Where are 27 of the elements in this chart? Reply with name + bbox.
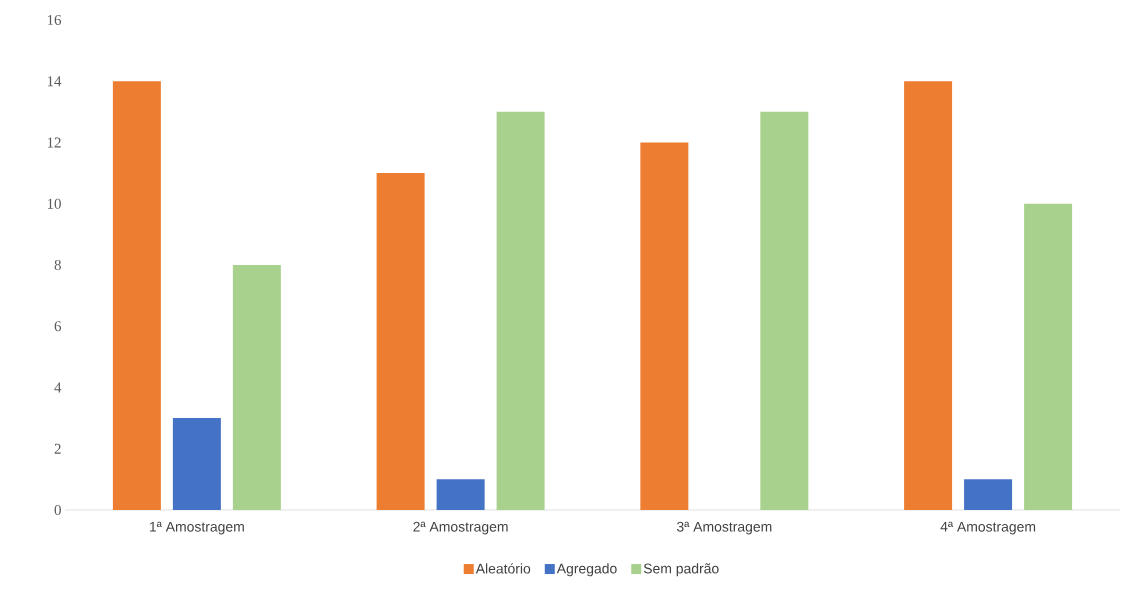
y-tick-label: 4 (54, 382, 62, 393)
x-tick-label: 4ª Amostragem (940, 521, 1036, 535)
y-tick-label: 6 (54, 321, 62, 332)
bar (376, 173, 425, 510)
y-tick-label: 14 (47, 76, 62, 87)
y-tick-label: 8 (54, 259, 61, 271)
bar (760, 111, 809, 510)
bar (964, 479, 1013, 510)
bar (436, 479, 485, 510)
bar (112, 81, 161, 510)
bar (640, 142, 689, 510)
x-tick-label: 3ª Amostragem (676, 521, 772, 535)
legend-label: Sem padrão (643, 563, 719, 577)
y-tick-label: 16 (47, 14, 62, 25)
legend-label: Aleatório (475, 563, 531, 574)
bar (496, 111, 545, 510)
y-tick-label: 10 (47, 198, 61, 209)
y-tick-label: 12 (47, 137, 61, 148)
x-tick-label: 2ª Amostragem (413, 521, 508, 535)
bar (232, 264, 281, 510)
bar (904, 81, 953, 510)
x-tick-label: 1ª Amostragem (150, 521, 244, 535)
legend-label: Agregado (556, 563, 617, 577)
y-tick-label: 0 (54, 504, 61, 516)
y-tick-label: 2 (54, 443, 61, 454)
bar (172, 418, 221, 510)
bar (1024, 203, 1073, 510)
